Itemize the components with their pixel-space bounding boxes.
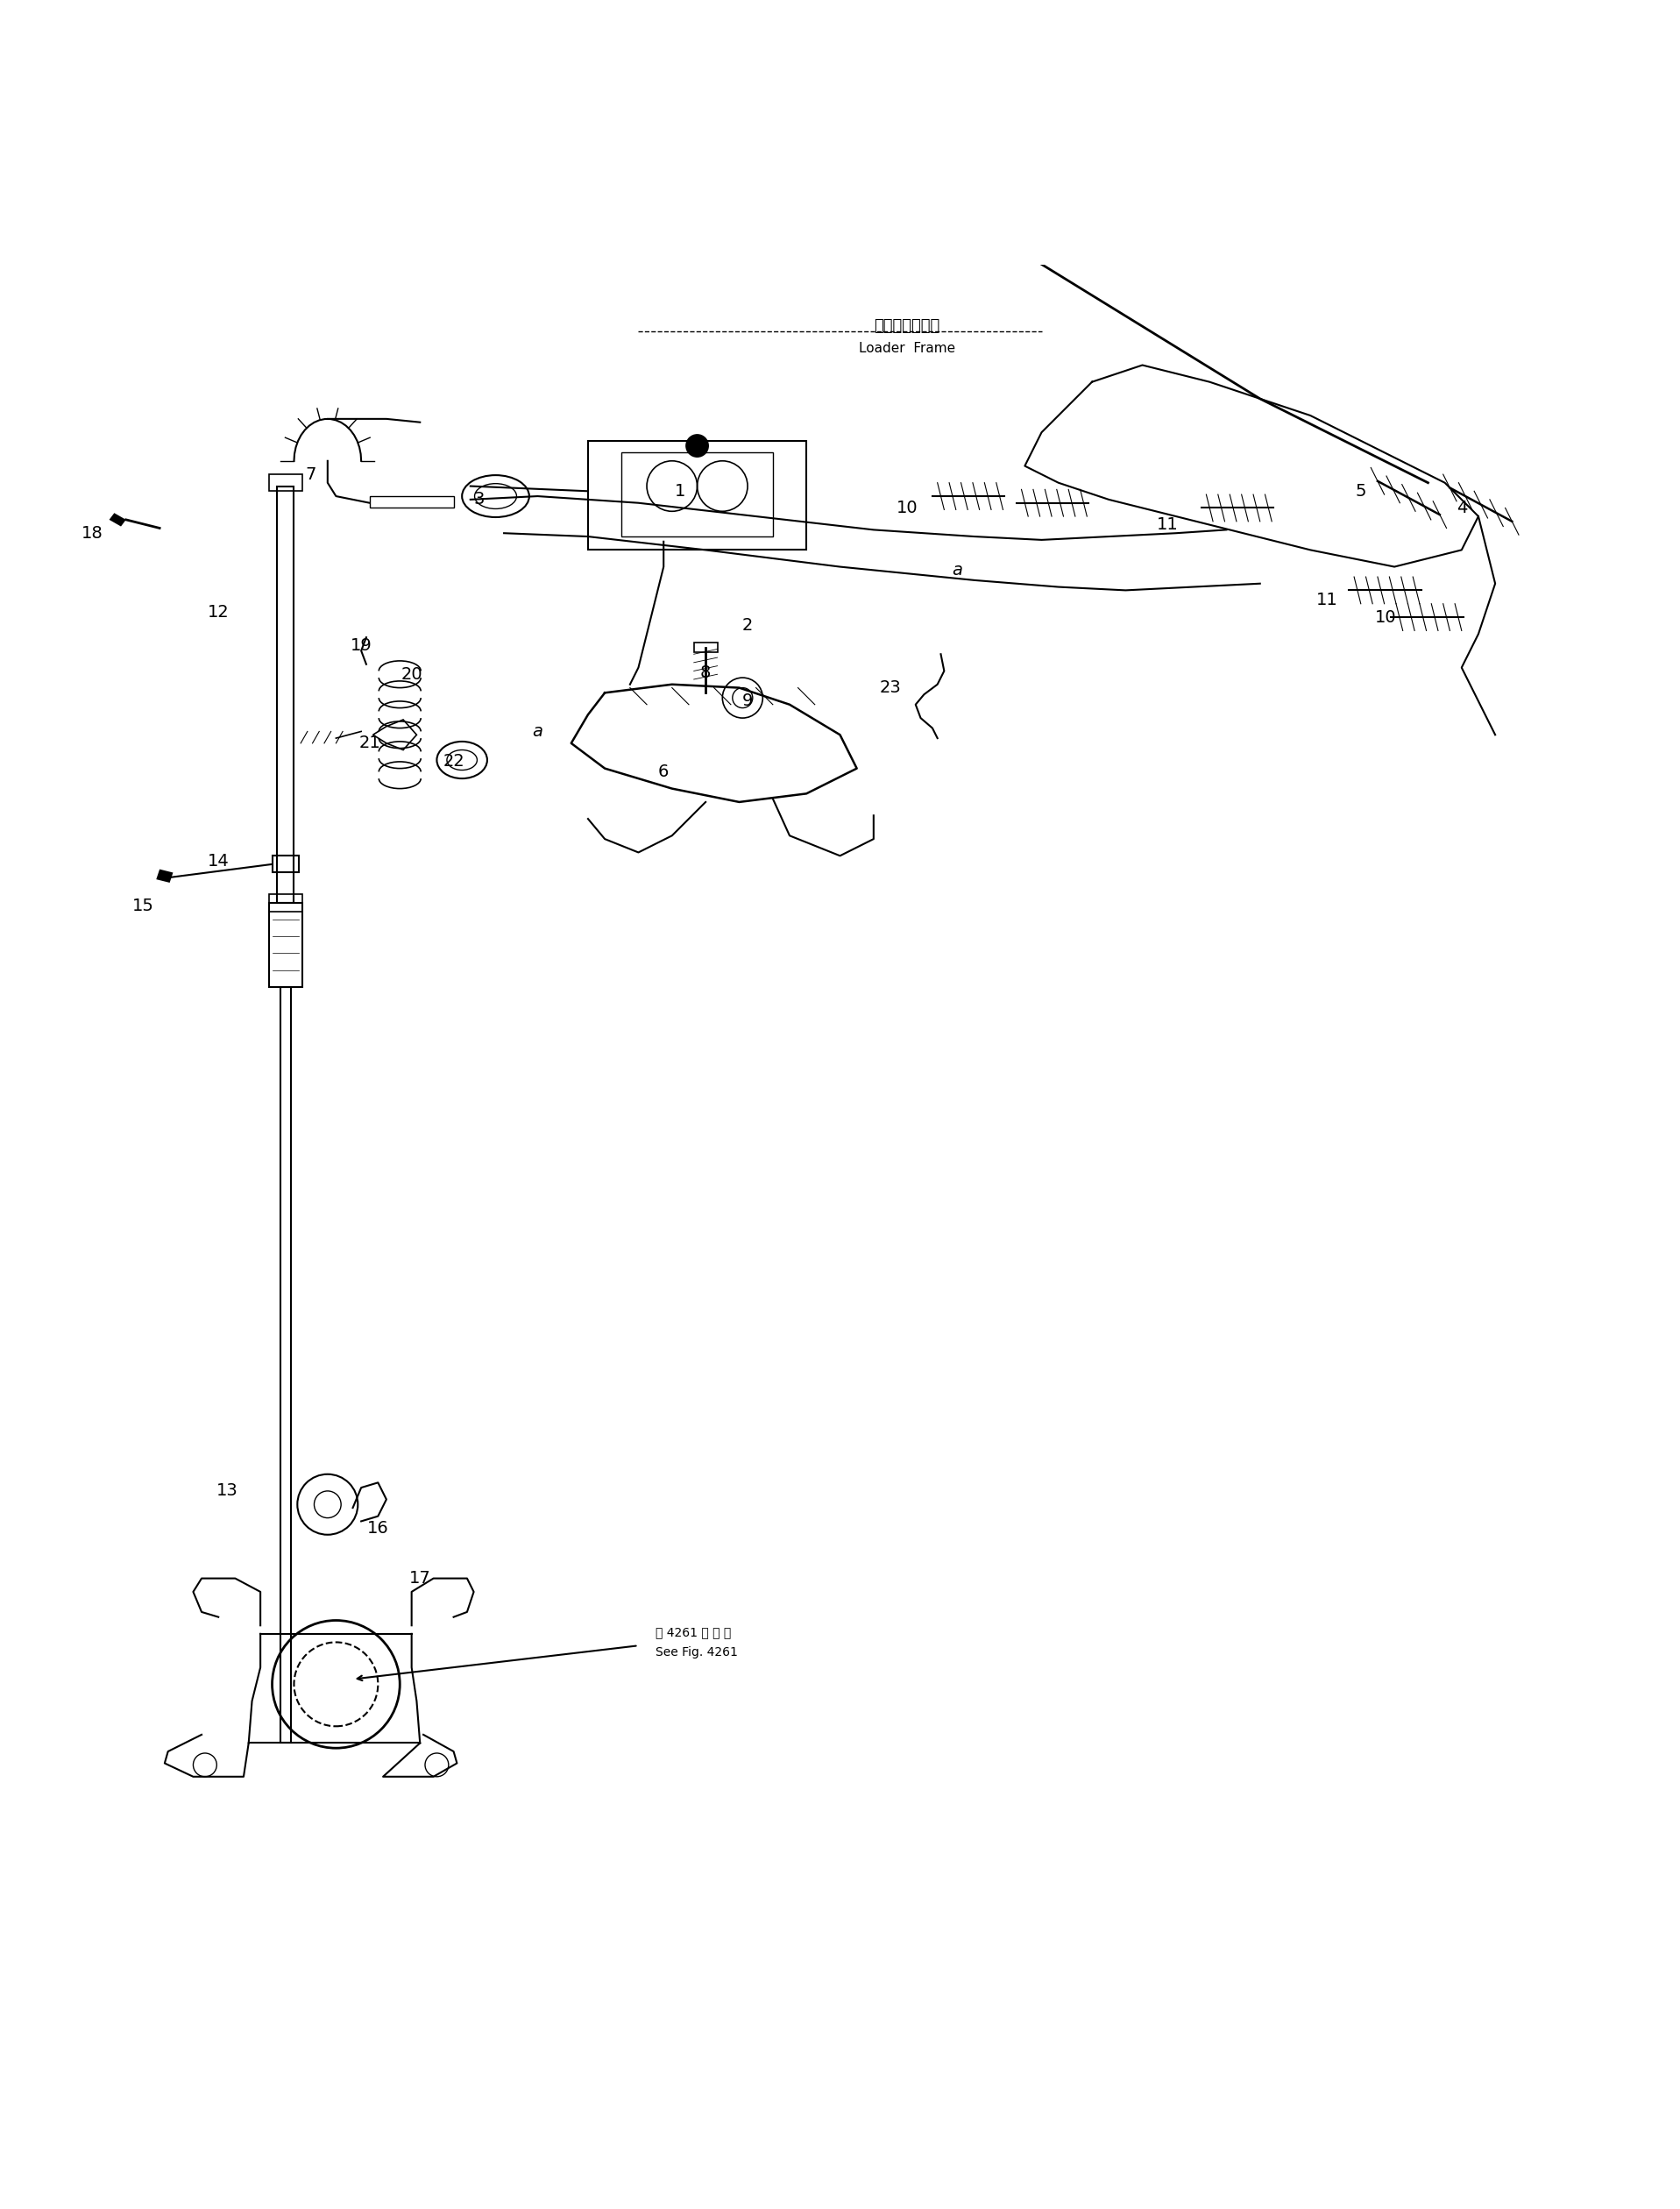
Text: See Fig. 4261: See Fig. 4261 [655,1646,738,1659]
Text: 22: 22 [444,753,464,771]
Text: 14: 14 [208,853,228,868]
Text: 13: 13 [217,1482,237,1500]
Text: ローダフレーム: ローダフレーム [874,318,941,334]
Text: 11: 11 [1158,517,1178,532]
Text: 6: 6 [659,764,669,780]
Text: Loader  Frame: Loader Frame [858,342,956,356]
Text: 9: 9 [743,694,753,709]
Text: 4: 4 [1457,499,1467,517]
Text: 16: 16 [368,1520,388,1535]
Text: 18: 18 [82,526,102,541]
Circle shape [685,433,709,457]
Text: 3: 3 [474,490,484,508]
Text: 10: 10 [1376,610,1396,625]
Text: 8: 8 [701,665,711,680]
Text: 17: 17 [410,1571,430,1586]
Polygon shape [109,512,126,526]
Text: 10: 10 [897,499,917,517]
Text: 19: 19 [351,638,371,654]
Text: 第 4261 図 参 照: 第 4261 図 参 照 [655,1626,731,1639]
Text: 21: 21 [360,736,380,751]
Text: 12: 12 [208,603,228,621]
Text: 15: 15 [133,897,153,915]
Polygon shape [156,868,173,884]
Text: a: a [953,561,963,579]
Text: 11: 11 [1317,592,1337,610]
Text: 20: 20 [402,665,422,683]
Text: 2: 2 [743,616,753,634]
Text: a: a [533,722,543,740]
Text: 5: 5 [1356,484,1366,499]
Text: 23: 23 [880,680,900,696]
Text: 1: 1 [675,484,685,499]
Text: 7: 7 [306,466,316,484]
